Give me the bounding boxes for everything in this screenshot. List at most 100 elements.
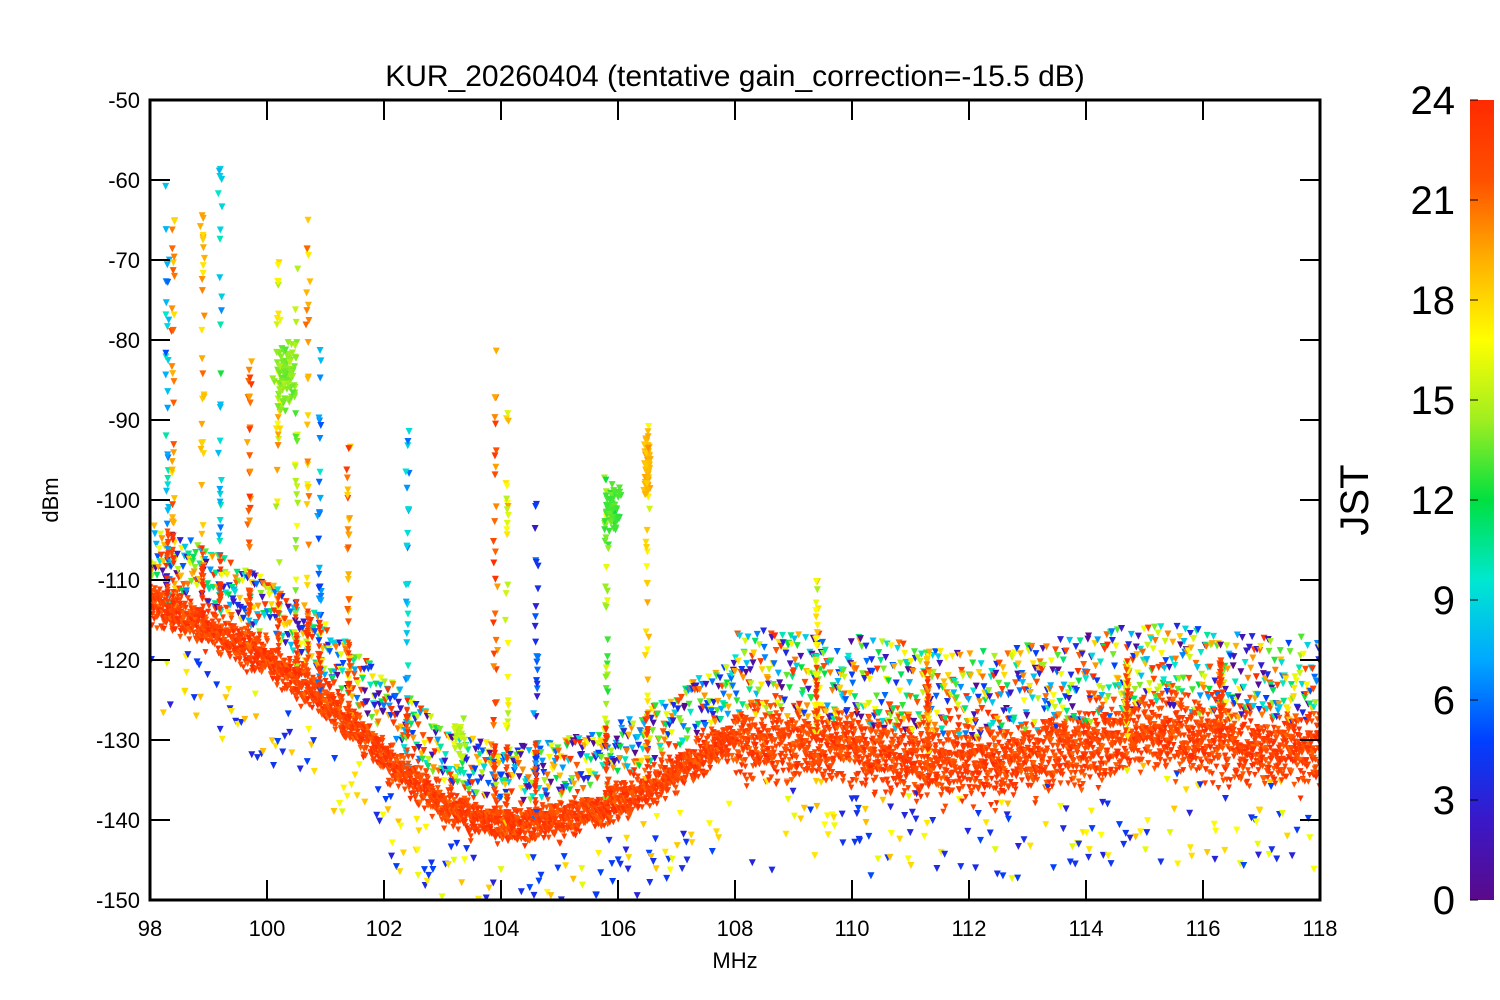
scatter-point	[934, 653, 942, 661]
scatter-point	[342, 706, 349, 713]
scatter-point	[896, 723, 903, 730]
scatter-point	[210, 633, 217, 640]
scatter-point	[152, 540, 160, 548]
scatter-point	[901, 811, 909, 819]
scatter-point	[220, 614, 227, 621]
scatter-point	[751, 637, 759, 645]
scatter-point	[236, 652, 243, 659]
scatter-point	[884, 780, 891, 787]
scatter-point	[651, 762, 658, 769]
scatter-point	[708, 847, 716, 855]
scatter-point	[896, 752, 903, 759]
scatter-point	[743, 660, 751, 668]
scatter-point	[941, 850, 949, 858]
scatter-point	[707, 719, 715, 727]
scatter-point	[717, 747, 724, 754]
scatter-point	[366, 723, 373, 730]
scatter-point	[804, 685, 812, 693]
scatter-point	[732, 690, 740, 698]
scatter-point	[268, 737, 276, 745]
scatter-point	[332, 726, 339, 733]
scatter-point	[157, 551, 165, 559]
scatter-point	[428, 751, 436, 759]
scatter-point	[624, 865, 632, 873]
scatter-point	[873, 692, 881, 700]
scatter-point	[384, 806, 392, 814]
scatter-point	[279, 632, 287, 640]
scatter-point	[649, 727, 657, 735]
scatter-point	[664, 731, 672, 739]
scatter-point	[204, 598, 212, 606]
scatter-point	[741, 637, 749, 645]
scatter-point	[351, 666, 359, 674]
scatter-point	[733, 697, 741, 705]
scatter-point	[319, 645, 327, 653]
scatter-point	[823, 702, 831, 710]
scatter-point	[626, 769, 634, 777]
scatter-point	[867, 752, 874, 759]
scatter-point	[933, 709, 941, 717]
scatter-point	[304, 696, 311, 703]
scatter-point	[239, 614, 247, 622]
scatter-point	[709, 745, 716, 752]
scatter-point	[755, 686, 763, 694]
scatter-point	[674, 790, 681, 797]
scatter-point	[886, 719, 893, 726]
scatter-point	[916, 657, 924, 665]
scatter-point	[311, 628, 319, 636]
scatter-point	[545, 783, 553, 791]
scatter-point	[526, 884, 534, 892]
scatter-point	[818, 737, 825, 744]
scatter-point	[782, 754, 789, 761]
scatter-point	[936, 659, 944, 667]
scatter-point	[694, 720, 702, 728]
scatter-point	[843, 707, 851, 715]
scatter-point	[368, 753, 375, 760]
scatter-point	[955, 731, 963, 739]
scatter-point	[839, 710, 846, 717]
scatter-point	[474, 806, 481, 813]
scatter-point	[463, 756, 471, 764]
scatter-point	[883, 640, 891, 648]
scatter-point	[681, 702, 689, 710]
scatter-point	[857, 713, 865, 721]
scatter-point	[254, 602, 262, 610]
scatter-point	[781, 696, 789, 704]
scatter-point	[284, 710, 292, 718]
scatter-point	[762, 713, 769, 720]
scatter-point	[859, 756, 866, 763]
scatter-point	[716, 674, 724, 682]
scatter-point	[498, 817, 505, 824]
scatter-point	[766, 727, 773, 734]
scatter-point	[723, 679, 731, 687]
scatter-point	[422, 823, 430, 831]
scatter-point	[577, 771, 585, 779]
scatter-point	[871, 706, 879, 714]
scatter-point	[467, 804, 474, 811]
scatter-point	[896, 835, 904, 843]
scatter-point	[190, 553, 198, 561]
scatter-point	[860, 751, 867, 758]
scatter-point	[958, 666, 966, 674]
scatter-point	[693, 769, 700, 776]
scatter-point	[560, 754, 568, 762]
scatter-point	[219, 623, 226, 630]
scatter-point	[226, 629, 233, 636]
scatter-point	[850, 718, 857, 725]
scatter-point	[801, 718, 808, 725]
scatter-point	[751, 737, 758, 744]
scatter-point	[739, 674, 747, 682]
scatter-point	[425, 780, 432, 787]
scatter-point	[805, 744, 812, 751]
scatter-point	[236, 656, 243, 663]
scatter-point	[380, 702, 388, 710]
scatter-point	[698, 733, 705, 740]
scatter-point	[586, 781, 594, 789]
scatter-point	[337, 651, 345, 659]
scatter-point	[701, 692, 709, 700]
scatter-point	[668, 855, 676, 863]
scatter-point	[382, 796, 390, 804]
scatter-point	[746, 686, 754, 694]
scatter-point	[917, 762, 924, 769]
scatter-point	[796, 714, 803, 721]
